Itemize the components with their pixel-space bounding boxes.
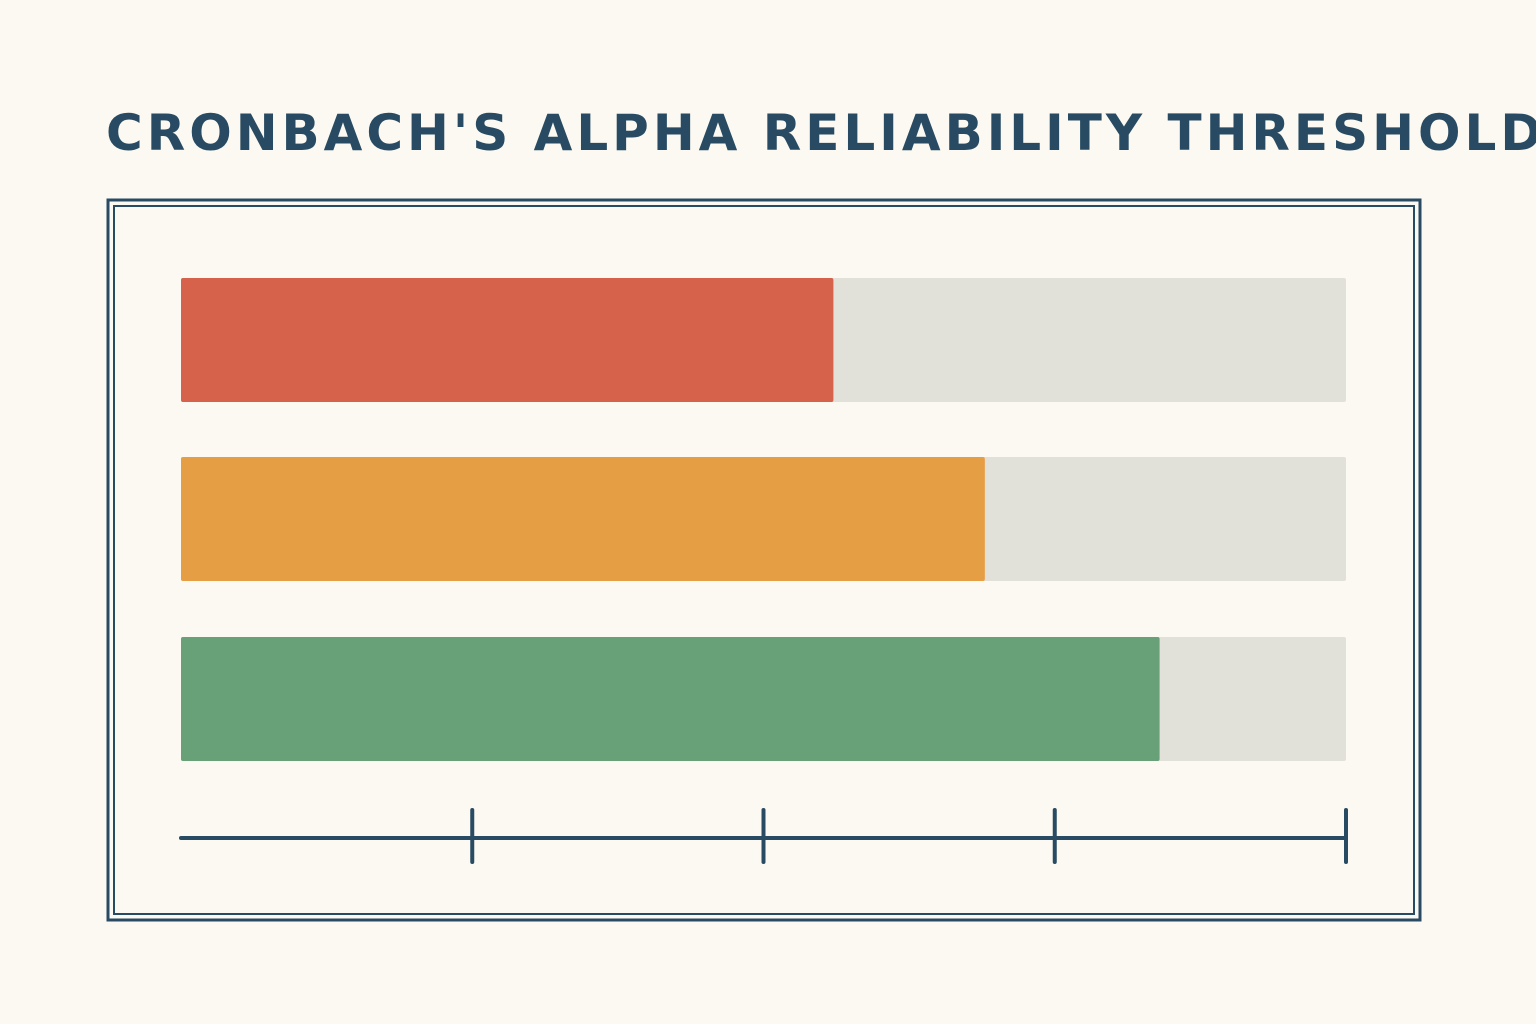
bar-3 — [181, 637, 1160, 761]
bars-layer — [181, 278, 1346, 761]
chart-frame — [106, 198, 1422, 922]
chart-outer-border — [106, 198, 1422, 922]
bar-1 — [181, 278, 834, 402]
bar-2 — [181, 457, 985, 581]
x-axis — [179, 808, 1348, 864]
horizontal-bar-chart — [106, 198, 1422, 922]
chart-inner-border — [113, 205, 1415, 915]
chart-title: CRONBACH'S ALPHA RELIABILITY THRESHOLDS — [106, 104, 1536, 162]
